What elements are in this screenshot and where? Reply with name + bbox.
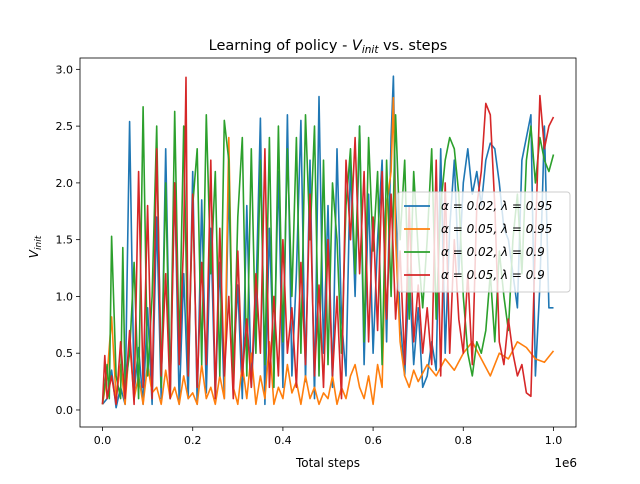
- y-tick-label: 1.5: [56, 234, 74, 247]
- chart-title: Learning of policy - Vinit vs. steps: [209, 38, 448, 56]
- x-tick-label: 0.8: [455, 434, 473, 447]
- chart-title-var: V: [352, 38, 363, 54]
- legend: α = 0.02, λ = 0.95 α = 0.05, λ = 0.95 α = …: [397, 191, 571, 293]
- legend-box: [397, 191, 571, 293]
- x-tick-label: 0.2: [184, 434, 202, 447]
- x-tick-label: 1.0: [545, 434, 563, 447]
- series-layer: [101, 75, 555, 409]
- x-tick-label: 0.6: [364, 434, 382, 447]
- y-axis-label: Vinit: [27, 235, 44, 258]
- y-tick-label: 0.5: [56, 347, 74, 360]
- x-tick-label: 0.4: [274, 434, 292, 447]
- legend-label-3: α = 0.02, λ = 0.9: [441, 245, 545, 259]
- x-axis-label: Total steps: [295, 456, 360, 470]
- x-axis-offset-label: 1e6: [554, 456, 577, 470]
- plot-frame: [79, 57, 577, 428]
- legend-label-4: α = 0.05, λ = 0.9: [441, 268, 545, 282]
- chart-title-sub: init: [362, 44, 379, 56]
- y-axis-label-var: V: [27, 249, 41, 258]
- chart-title-prefix: Learning of policy -: [209, 38, 352, 54]
- y-axis-label-sub: init: [34, 235, 44, 250]
- y-tick-label: 2.0: [56, 177, 74, 190]
- ticks-layer: 0.0 0.2 0.4 0.6 0.8 1.0 0.0 0.5 1.0 1.5 2.0 2.5 3.0: [56, 63, 563, 447]
- y-tick-label: 2.5: [56, 120, 74, 133]
- x-tick-label: 0.0: [94, 434, 112, 447]
- y-tick-label: 0.0: [56, 404, 74, 417]
- y-tick-label: 3.0: [56, 63, 74, 76]
- legend-label-2: α = 0.05, λ = 0.95: [441, 222, 552, 236]
- y-tick-label: 1.0: [56, 290, 74, 303]
- legend-label-1: α = 0.02, λ = 0.95: [441, 199, 552, 213]
- chart-title-suffix: vs. steps: [378, 38, 447, 54]
